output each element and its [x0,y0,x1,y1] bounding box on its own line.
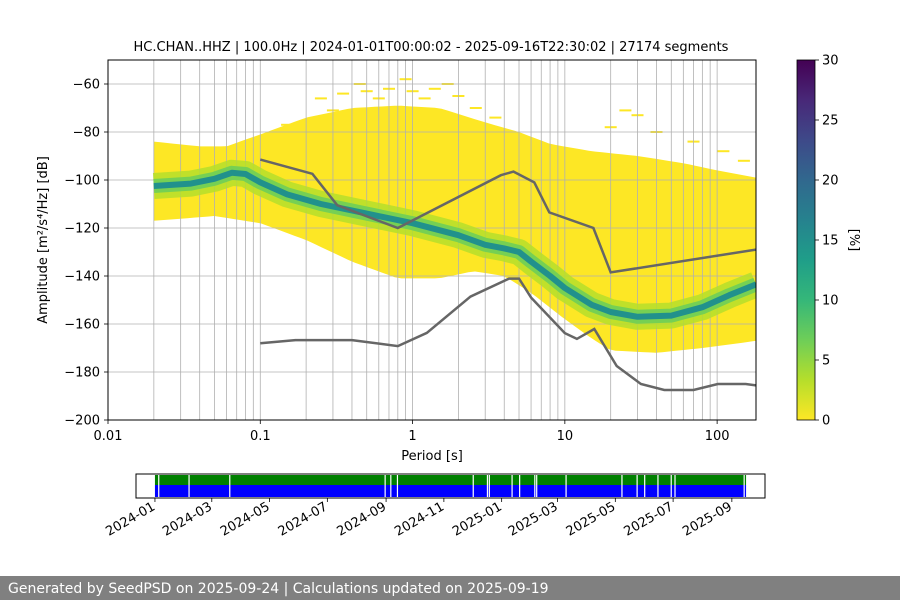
pdf-speckle [717,150,730,153]
pdf-speckle [337,92,350,95]
y-tick-label: −120 [64,222,100,237]
noise-model-layer [259,158,756,392]
x-tick-label: 1 [408,429,416,444]
pdf-mode-line [153,169,756,320]
availability-gap [674,475,676,497]
availability-gap [743,475,745,497]
x-tick-label: 0.1 [250,429,271,444]
pdf-speckle [281,123,294,126]
colorbar-tick-label: 15 [822,234,839,249]
colorbar-label: [%] [846,229,861,252]
pdf-mode-layer [152,159,756,330]
availability-gap [657,475,659,497]
pdf-speckle [418,97,431,100]
colorbar-tick-label: 25 [822,114,839,129]
date-tick-label: 2024-03 [160,499,215,539]
availability-gap [621,475,623,497]
y-axis-label: Amplitude [m²/s⁴/Hz] [dB] [36,156,51,324]
footer-text: Generated by SeedPSD on 2025-09-24 | Cal… [0,576,900,600]
x-tick-label: 100 [705,429,730,444]
colorbar-gradient [796,59,816,421]
availability-gap [472,475,474,497]
y-tick-label: −200 [64,414,100,429]
colorbar-tick-label: 20 [822,174,839,189]
availability-gap [390,475,392,497]
y-tick-label: −160 [64,318,100,333]
date-tick-label: 2024-09 [335,499,390,539]
colorbar-tick-label: 10 [822,294,839,309]
pdf-speckle [619,109,632,112]
y-tick-label: −60 [73,78,100,93]
y-tick-label: −180 [64,366,100,381]
y-tick-label: −140 [64,270,100,285]
y-tick-label: −100 [64,174,100,189]
availability-gap [488,475,490,497]
date-tick-label: 2025-01 [450,499,505,539]
colorbar-tick-label: 30 [822,54,839,69]
date-tick-label: 2025-05 [564,499,619,539]
axes-layer: 0.01 0.1 1 10 100 −200 −180 −160 −140 −120 −100 −80… [64,78,729,445]
chart-title: HC.CHAN..HHZ | 100.0Hz | 2024-01-01T00:0… [134,40,729,55]
colorbar-tick-label: 0 [822,414,830,429]
colorbar-tick-label: 5 [822,354,830,369]
x-tick-label: 0.01 [94,429,123,444]
availability-gap [188,475,190,497]
date-tick-label: 2025-07 [622,499,677,539]
availability-gap [158,475,160,497]
x-tick-label: 10 [557,429,574,444]
date-tick-label: 2024-01 [103,499,158,539]
availability-bar-green [154,475,747,485]
availability-gap [534,475,536,497]
availability-gap [486,475,489,497]
availability-gap [396,475,399,497]
date-tick-label: 2024-11 [392,499,447,539]
nhnm-line [259,158,756,274]
availability-gap [384,475,386,497]
availability-strip: 2024-01 2024-03 2024-05 2024-07 2024-09 2024-… [103,473,766,540]
pdf-speckle [314,97,327,100]
availability-gap [565,475,567,497]
pdf-speckle [469,107,482,109]
availability-gap [536,475,538,497]
availability-gap [670,475,672,497]
pdf-speckle [489,116,502,119]
grid-layer [108,60,756,420]
availability-gap [519,475,521,497]
x-axis-label: Period [s] [401,449,463,464]
psd-figure: 0.01 0.1 1 10 100−200−180−160−140−120−100−80… [36,40,861,540]
availability-gap [636,475,638,497]
availability-gap [644,475,646,497]
date-tick-label: 2024-05 [218,499,273,539]
availability-bar-blue [154,485,747,497]
date-tick-label: 2024-07 [276,499,331,539]
y-tick-label: −80 [73,126,100,141]
nlnm-line [260,277,756,392]
pdf-speckle [428,87,441,90]
plot-frame [107,59,757,421]
pdf-speckle [737,159,750,162]
date-tick-label: 2025-09 [680,499,735,539]
date-tick-label: 2025-03 [506,499,561,539]
availability-gap [229,475,231,497]
availability-gap [511,475,513,497]
colorbar: 0 5 10 15 20 25 30 [796,54,839,429]
